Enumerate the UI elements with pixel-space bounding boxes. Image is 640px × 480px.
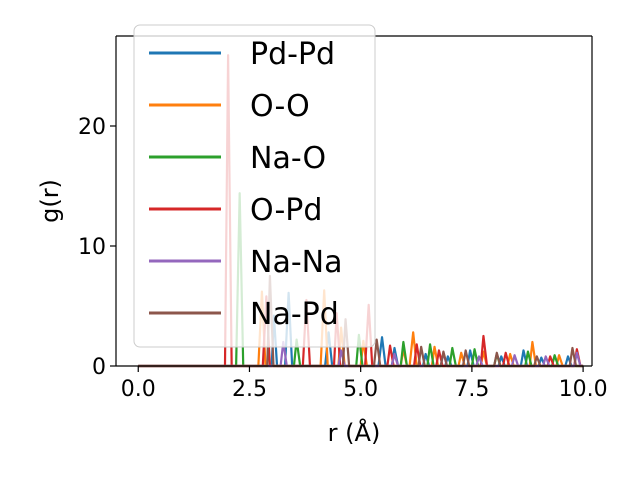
x-tick-label: 7.5 bbox=[454, 377, 489, 402]
y-tick-label: 20 bbox=[78, 115, 106, 140]
x-tick-label: 2.5 bbox=[232, 377, 267, 402]
y-tick-label: 10 bbox=[78, 235, 106, 260]
y-tick-label: 0 bbox=[92, 355, 106, 380]
x-tick-label: 5.0 bbox=[343, 377, 378, 402]
legend: Pd-Pd O-O Na-O O-Pd Na-Na Na-Pd bbox=[133, 24, 376, 348]
x-tick-label: 10.0 bbox=[559, 377, 608, 402]
legend-entry-label: Na-O bbox=[250, 141, 326, 176]
x-tick-label: 0.0 bbox=[121, 377, 156, 402]
legend-entry-label: Na-Pd bbox=[250, 297, 339, 332]
legend-entry-label: O-O bbox=[250, 89, 310, 124]
legend-entry-label: O-Pd bbox=[250, 193, 322, 228]
x-axis-label: r (Å) bbox=[328, 418, 381, 447]
y-axis-label: g(r) bbox=[36, 179, 64, 223]
legend-entry-label: Na-Na bbox=[250, 245, 342, 280]
legend-entry-label: Pd-Pd bbox=[250, 37, 335, 72]
ticks-layer: 0.0 2.5 5.0 7.5 10.0 0 10 20 bbox=[78, 115, 608, 402]
